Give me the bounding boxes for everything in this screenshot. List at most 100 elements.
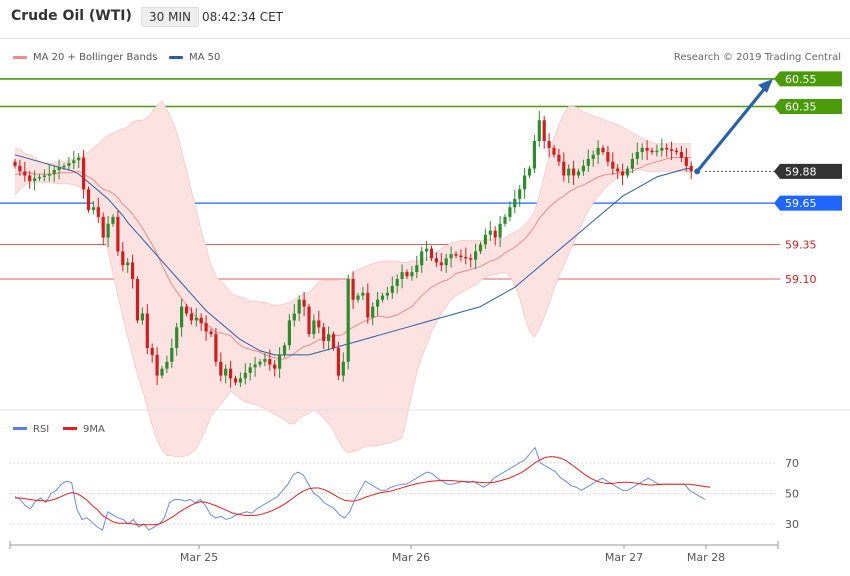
- instrument-title: Crude Oil (WTI): [11, 8, 132, 24]
- candle: [82, 149, 86, 199]
- candle: [351, 271, 355, 310]
- bollinger-lower-line: [14, 168, 692, 458]
- candle: [493, 226, 497, 246]
- candle: [160, 365, 164, 379]
- level-value: 59.88: [785, 165, 817, 178]
- level-label-resistance: 59.10: [785, 273, 817, 286]
- candle: [513, 189, 517, 214]
- candle: [366, 283, 370, 324]
- candle: [523, 167, 527, 199]
- candle: [155, 347, 159, 385]
- level-value: 59.35: [785, 239, 817, 252]
- legend-item-ma20: MA 20 + Bollinger Bands: [13, 52, 157, 63]
- candle: [376, 291, 380, 316]
- candle: [449, 246, 453, 268]
- candle: [42, 169, 46, 182]
- candle: [503, 214, 507, 227]
- candle: [660, 138, 664, 157]
- candle: [596, 140, 600, 165]
- x-axis-label: Mar 28: [687, 551, 725, 564]
- forecast-arrow-head: [758, 78, 773, 93]
- level-label-support: 59.65: [774, 195, 842, 211]
- level-value: 59.10: [785, 273, 817, 286]
- candle: [224, 364, 228, 384]
- x-axis-label: Mar 26: [392, 551, 430, 564]
- candle: [180, 298, 184, 337]
- candle: [96, 197, 100, 223]
- candle: [229, 360, 233, 388]
- candle: [361, 286, 365, 300]
- candle: [508, 201, 512, 222]
- candle: [454, 251, 458, 259]
- candle: [434, 252, 438, 267]
- candle: [400, 264, 404, 289]
- candle: [390, 276, 394, 299]
- chart-header: Crude Oil (WTI) 30 MIN 08:42:34 CET: [0, 0, 850, 39]
- candle: [483, 228, 487, 249]
- candle: [287, 314, 291, 350]
- candle: [126, 258, 130, 273]
- candle: [86, 186, 91, 213]
- candle: [253, 356, 257, 377]
- level-label-current: 59.88: [774, 163, 842, 179]
- level-value: 60.35: [785, 101, 817, 114]
- candle: [532, 134, 536, 174]
- candle: [581, 159, 585, 176]
- candle: [268, 349, 272, 371]
- rsi-legend: RSI 9MA: [13, 424, 105, 435]
- candle: [106, 216, 110, 247]
- ma50-swatch: [169, 56, 183, 59]
- candle: [586, 149, 590, 172]
- candle: [625, 165, 630, 179]
- candle: [189, 307, 193, 325]
- candle: [214, 328, 218, 367]
- candle: [258, 359, 262, 368]
- candle: [547, 133, 551, 158]
- candle: [474, 243, 478, 270]
- level-label-target: 60.55: [774, 71, 842, 87]
- candle: [175, 322, 179, 356]
- candle: [72, 150, 76, 170]
- ma20-line: [15, 157, 692, 360]
- timeframe-badge[interactable]: 30 MIN: [141, 7, 199, 27]
- candle: [665, 143, 669, 158]
- candle: [616, 164, 620, 180]
- candle: [282, 342, 287, 358]
- candle: [322, 322, 326, 349]
- candle: [297, 295, 301, 322]
- candle: [209, 328, 213, 337]
- candle: [689, 161, 693, 180]
- candle: [576, 168, 581, 179]
- candle: [145, 304, 149, 355]
- candle: [47, 164, 51, 182]
- x-axis-label: Mar 25: [180, 551, 218, 564]
- candle: [606, 145, 610, 167]
- candle: [670, 141, 674, 161]
- rsi-tick-label: 30: [785, 518, 799, 531]
- legend-label-9ma: 9MA: [83, 424, 105, 435]
- candle: [498, 216, 502, 247]
- candle: [611, 152, 615, 175]
- candle: [67, 157, 71, 171]
- candle: [537, 110, 541, 148]
- candle: [341, 352, 345, 382]
- candle: [552, 145, 556, 158]
- candle: [478, 241, 483, 255]
- candle: [650, 147, 654, 155]
- legend-item-ma50: MA 50: [169, 52, 220, 63]
- candle: [395, 274, 399, 294]
- candle: [150, 343, 154, 363]
- candle: [439, 253, 443, 272]
- candle: [679, 145, 683, 162]
- candle: [444, 253, 448, 273]
- candle: [327, 326, 331, 351]
- candle: [630, 152, 634, 174]
- candle: [336, 341, 340, 381]
- candle: [28, 171, 32, 189]
- candle: [292, 304, 296, 327]
- legend-label-ma50: MA 50: [189, 52, 221, 63]
- candle: [273, 360, 277, 377]
- candle: [62, 163, 66, 170]
- candle: [312, 314, 316, 339]
